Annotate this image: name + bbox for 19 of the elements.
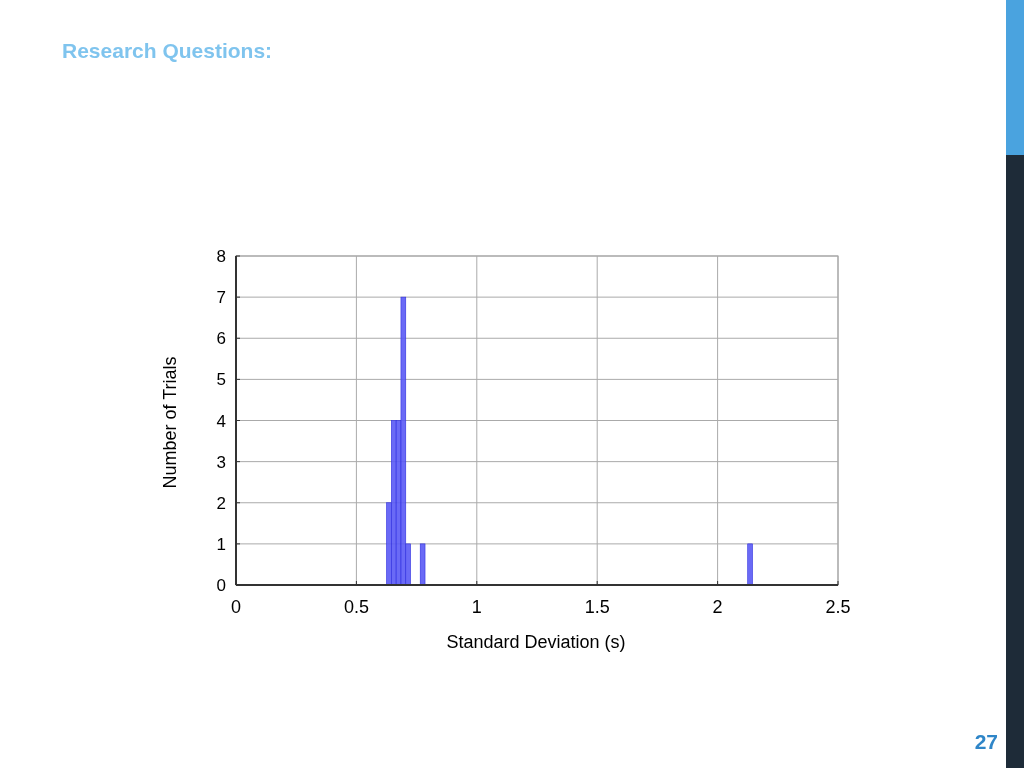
chart-subtitle: Research Questions:	[62, 39, 273, 62]
y-tick-label: 8	[216, 247, 226, 266]
y-tick-label: 1	[216, 534, 226, 554]
x-axis-title: Standard Deviation (s)	[446, 632, 626, 652]
y-tick-label: 6	[216, 329, 226, 349]
y-tick-label: 4	[216, 411, 226, 431]
x-tick-label: 0.5	[343, 597, 369, 617]
x-tick-label: 2	[712, 597, 723, 617]
text: 27	[974, 730, 998, 753]
x-tick-label: 1.5	[584, 597, 610, 617]
x-tick-label: 2.5	[825, 597, 851, 617]
x-tick-label: 1	[471, 597, 482, 617]
y-tick-label: 7	[216, 288, 226, 308]
x-tick-label: 0	[230, 597, 242, 617]
y-tick-label: 0	[216, 576, 226, 595]
y-tick-label: 3	[216, 452, 226, 472]
y-tick-label: 2	[216, 493, 226, 513]
y-axis-title: Number of Trials	[160, 356, 180, 489]
y-tick-label: 5	[216, 370, 226, 390]
